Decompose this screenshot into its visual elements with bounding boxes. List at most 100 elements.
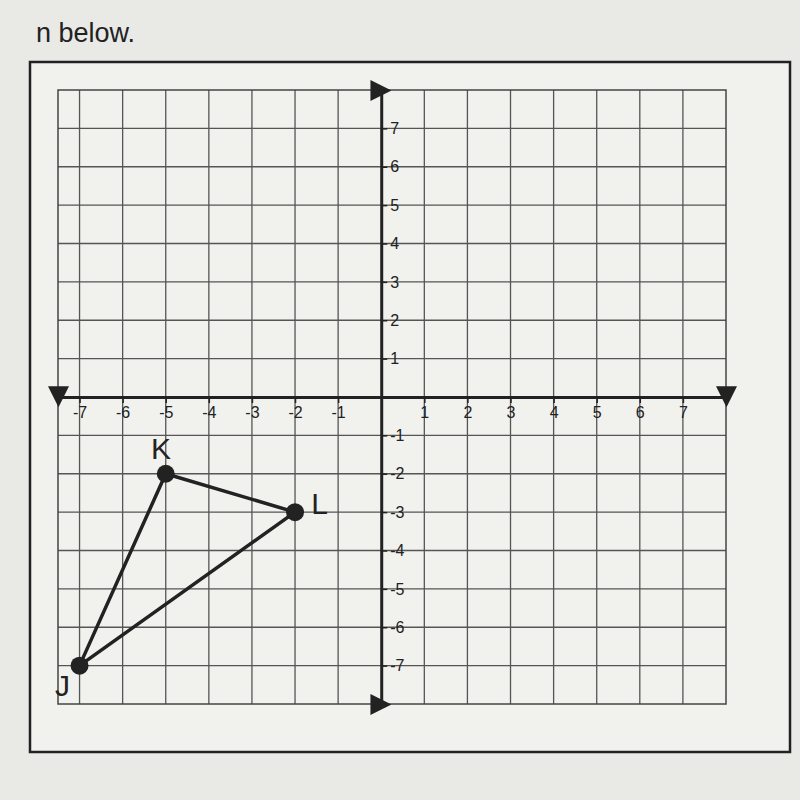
y-tick-mark (381, 358, 387, 360)
y-tick-mark (381, 167, 387, 169)
y-tick: -7 (381, 657, 404, 674)
x-tick-mark (640, 397, 642, 403)
y-tick: 3 (381, 273, 399, 290)
x-tick-label: -3 (245, 404, 259, 421)
x-tick-label: -6 (116, 404, 130, 421)
y-tick-mark (381, 320, 387, 322)
vertex (71, 657, 89, 675)
vertex-label: J (55, 669, 70, 702)
y-tick-label: 3 (390, 273, 399, 290)
y-tick-label: 4 (390, 235, 399, 252)
x-tick-label: 3 (507, 404, 516, 421)
y-tick: 7 (381, 120, 399, 137)
y-tick-mark (381, 474, 387, 476)
y-tick-label: 6 (390, 158, 399, 175)
x-tick-mark (165, 397, 167, 403)
x-tick-mark (553, 397, 555, 403)
x-tick: -6 (116, 397, 130, 421)
x-tick-label: -5 (159, 404, 173, 421)
x-tick-label: 6 (636, 404, 645, 421)
x-tick: -2 (288, 397, 302, 421)
x-tick: 6 (636, 397, 645, 421)
y-tick-label: 1 (390, 350, 399, 367)
y-tick-label: -2 (390, 465, 404, 482)
y-tick: 6 (381, 158, 399, 175)
x-tick: 5 (593, 397, 602, 421)
background (0, 0, 800, 800)
y-tick-label: -7 (390, 657, 404, 674)
y-tick: 2 (381, 312, 399, 329)
vertex-label: K (151, 432, 171, 465)
x-tick-mark (338, 397, 340, 403)
y-tick-label: 2 (390, 312, 399, 329)
y-tick: 4 (381, 235, 399, 252)
vertex-label: L (311, 487, 328, 520)
y-tick-mark (381, 282, 387, 284)
x-tick-mark (209, 397, 211, 403)
x-tick-label: -7 (73, 404, 87, 421)
x-tick-label: -1 (332, 404, 346, 421)
x-tick-label: 2 (463, 404, 472, 421)
y-tick-mark (381, 205, 387, 207)
x-axis-line (59, 398, 727, 404)
y-tick-label: 7 (390, 120, 399, 137)
x-tick: -5 (159, 397, 173, 421)
x-tick: -7 (73, 397, 87, 421)
chart: n below.-7-6-5-4-3-2-11234567-7-6-5-4-3-… (0, 0, 800, 800)
x-tick-mark (424, 397, 426, 403)
x-tick-label: -4 (202, 404, 216, 421)
x-tick-label: 1 (420, 404, 429, 421)
vertex-labels: J K L (55, 432, 328, 702)
y-tick-mark (381, 665, 387, 667)
paper-frame (30, 62, 790, 752)
y-axis: -7 -6 -5 -4 -3 -2 -1 1 2 3 4 5 6 7 (381, 91, 404, 705)
y-tick-mark (381, 512, 387, 514)
y-tick-mark (381, 627, 387, 629)
grid (58, 90, 726, 704)
x-tick-mark (252, 397, 254, 403)
marks (71, 465, 304, 675)
vertex (157, 465, 175, 483)
x-tick: 2 (463, 397, 472, 421)
y-axis-line (382, 91, 388, 705)
y-tick-mark (381, 243, 387, 245)
y-tick: -4 (381, 542, 404, 559)
x-tick-mark (79, 397, 81, 403)
y-tick: -3 (381, 504, 404, 521)
y-tick-mark (381, 128, 387, 130)
x-tick-label: 5 (593, 404, 602, 421)
x-tick: -3 (245, 397, 259, 421)
triangle (80, 474, 295, 666)
y-tick-label: -3 (390, 504, 404, 521)
x-tick-label: 7 (679, 404, 688, 421)
x-tick: -4 (202, 397, 216, 421)
y-tick: -1 (381, 427, 404, 444)
y-tick-mark (381, 435, 387, 437)
y-tick-mark (381, 550, 387, 552)
x-tick: 3 (507, 397, 516, 421)
y-tick-label: -1 (390, 427, 404, 444)
y-tick-mark (381, 589, 387, 591)
y-tick: -5 (381, 580, 404, 597)
x-tick: 7 (679, 397, 688, 421)
x-tick-mark (122, 397, 124, 403)
y-tick-label: 5 (390, 197, 399, 214)
x-axis: -7 -6 -5 -4 -3 -2 -1 1 2 3 4 5 6 7 (59, 397, 727, 421)
x-tick: 1 (420, 397, 429, 421)
y-tick: 5 (381, 197, 399, 214)
x-tick-mark (596, 397, 598, 403)
y-tick-label: -4 (390, 542, 404, 559)
plot-frame (58, 90, 726, 704)
x-tick-mark (295, 397, 297, 403)
x-tick-mark (467, 397, 469, 403)
y-tick: -2 (381, 465, 404, 482)
x-tick: 4 (550, 397, 559, 421)
x-tick: -1 (332, 397, 346, 421)
x-tick-label: -2 (288, 404, 302, 421)
y-tick: 1 (381, 350, 399, 367)
x-tick-label: 4 (550, 404, 559, 421)
vertex (286, 503, 304, 521)
x-tick-mark (683, 397, 685, 403)
y-tick-label: -5 (390, 580, 404, 597)
y-tick: -6 (381, 619, 404, 636)
